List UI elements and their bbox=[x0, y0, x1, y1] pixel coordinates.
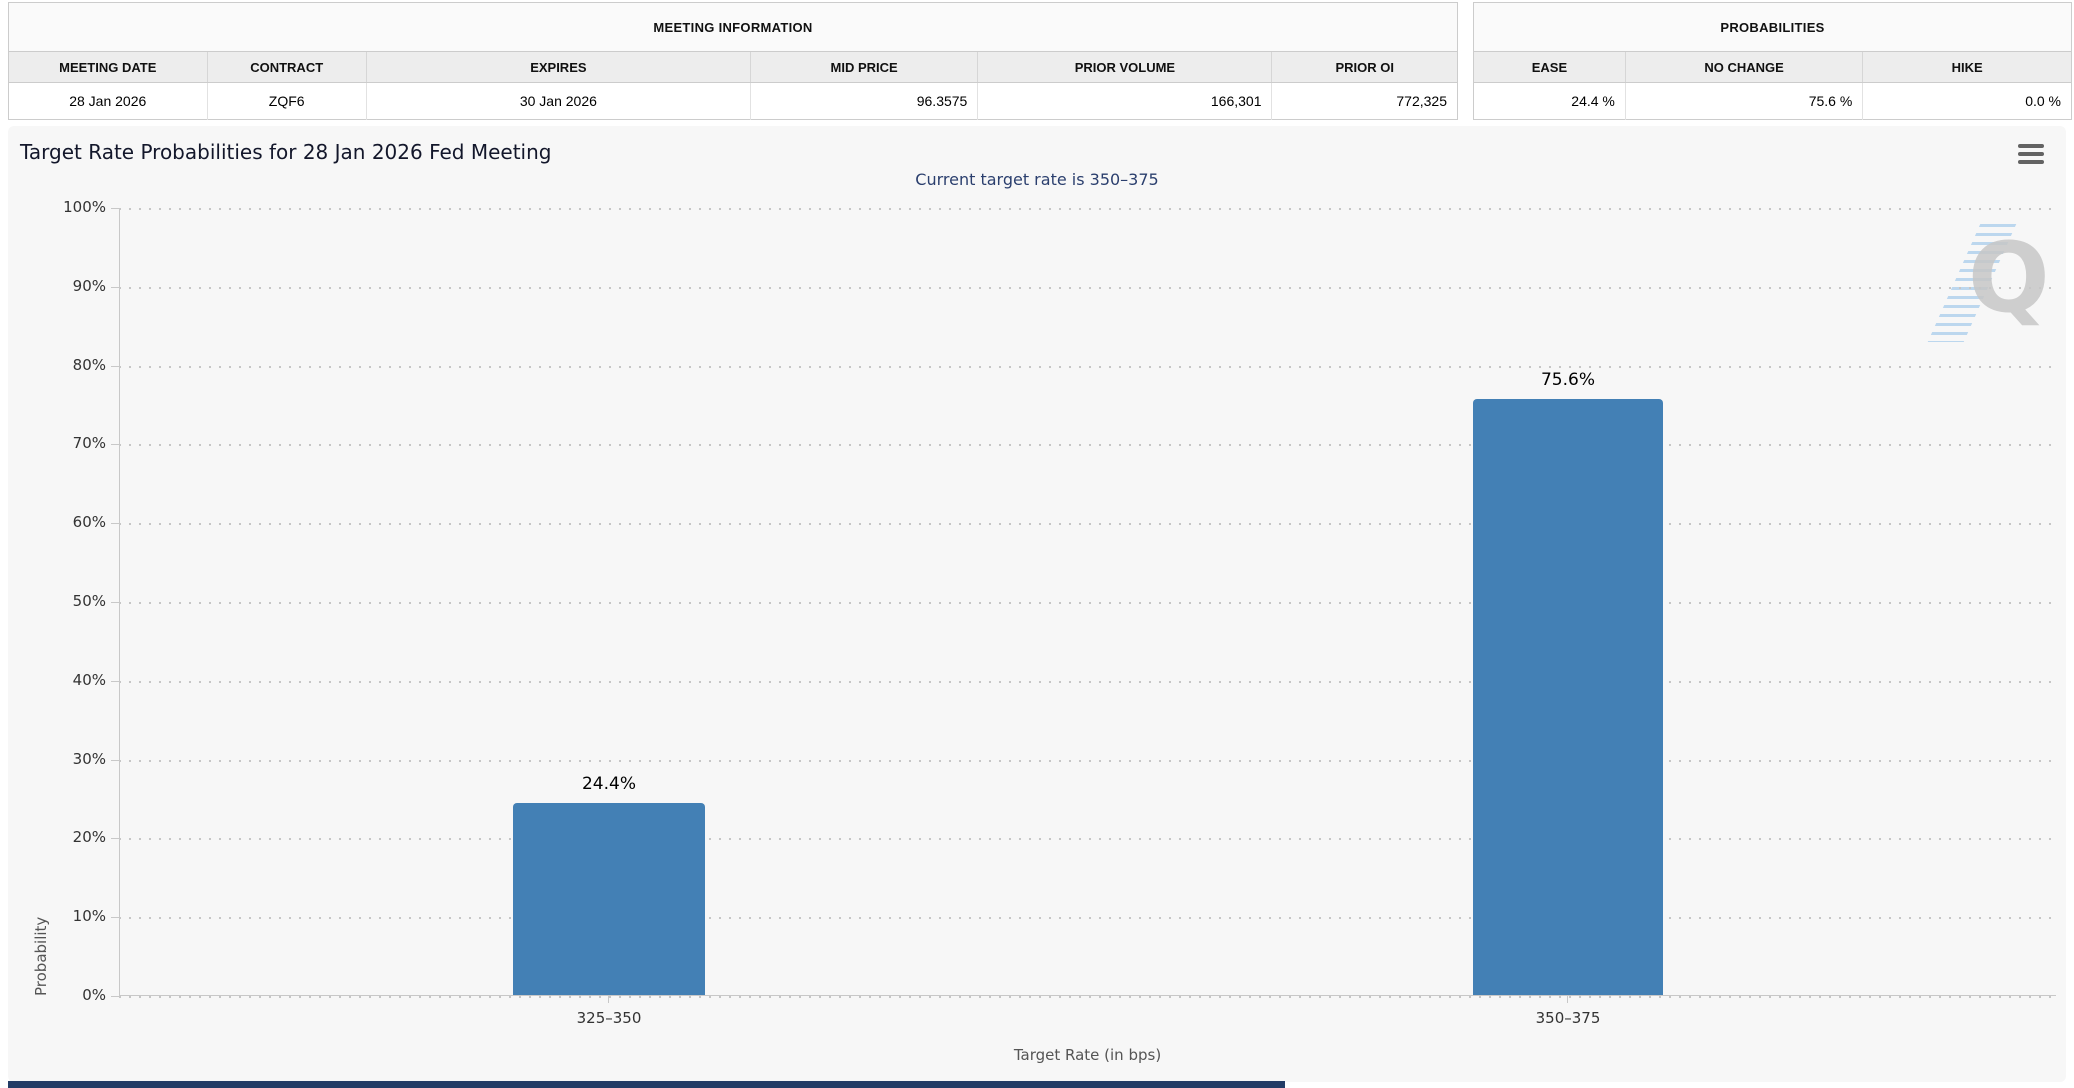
chart-subtitle: Current target rate is 350–375 bbox=[915, 170, 1159, 189]
y-tick bbox=[111, 365, 119, 367]
y-axis-label: 40% bbox=[72, 670, 106, 689]
meeting-information-table: MEETING INFORMATION MEETING DATE CONTRAC… bbox=[8, 2, 1458, 120]
y-tick bbox=[111, 996, 119, 997]
probabilities-value-row: 24.4 % 75.6 % 0.0 % bbox=[1473, 82, 2072, 120]
probabilities-title: PROBABILITIES bbox=[1473, 2, 2072, 52]
bar-value-label: 75.6% bbox=[1540, 370, 1595, 391]
meeting-information-value-row: 28 Jan 2026 ZQF6 30 Jan 2026 96.3575 166… bbox=[8, 82, 1458, 120]
y-axis-label: 60% bbox=[72, 513, 106, 532]
y-tick bbox=[111, 208, 119, 209]
y-axis-line bbox=[119, 208, 120, 997]
y-tick bbox=[111, 917, 119, 919]
probabilities-header-row: EASE NO CHANGE HIKE bbox=[1473, 51, 2072, 83]
col-header-ease: EASE bbox=[1473, 51, 1626, 83]
x-category-label: 325–350 bbox=[576, 1009, 642, 1027]
bar-350-375[interactable] bbox=[1473, 399, 1663, 995]
gridline-100 bbox=[119, 208, 2056, 210]
bar-325-350[interactable] bbox=[513, 802, 705, 995]
col-header-no-change: NO CHANGE bbox=[1624, 51, 1863, 83]
prior-oi-value: 772,325 bbox=[1271, 82, 1458, 120]
y-tick bbox=[111, 602, 119, 603]
hamburger-menu-icon[interactable] bbox=[2018, 144, 2044, 164]
gridline-70 bbox=[119, 444, 2056, 447]
y-tick bbox=[111, 523, 119, 525]
menu-bar bbox=[2018, 144, 2044, 148]
gridline-0 bbox=[119, 996, 2056, 998]
y-tick bbox=[111, 444, 119, 446]
y-axis-label: 80% bbox=[72, 355, 106, 374]
expires-value: 30 Jan 2026 bbox=[365, 82, 751, 120]
gridline-80 bbox=[119, 365, 2056, 368]
ease-value: 24.4 % bbox=[1473, 82, 1626, 120]
gridline-40 bbox=[119, 680, 2056, 683]
target-rate-chart-panel: Target Rate Probabilities for 28 Jan 202… bbox=[8, 126, 2066, 1082]
col-header-mid-price: MID PRICE bbox=[749, 51, 978, 83]
menu-bar bbox=[2018, 160, 2044, 164]
gridline-10 bbox=[119, 917, 2056, 920]
no-change-value: 75.6 % bbox=[1624, 82, 1863, 120]
y-axis-label: 50% bbox=[72, 592, 106, 610]
y-axis-label: 100% bbox=[63, 198, 106, 216]
plot-area: 100% 90% 80% 70% 60% 50% 40% 30% 20% 10%… bbox=[63, 198, 2056, 1027]
col-header-meeting-date: MEETING DATE bbox=[8, 51, 207, 83]
y-axis-label: 10% bbox=[72, 907, 106, 926]
x-category-label: 350–375 bbox=[1535, 1009, 1601, 1027]
col-header-hike: HIKE bbox=[1862, 51, 2072, 83]
gridline-20 bbox=[119, 838, 2056, 841]
chart-title: Target Rate Probabilities for 28 Jan 202… bbox=[20, 140, 552, 164]
mid-price-value: 96.3575 bbox=[749, 82, 978, 120]
gridline-60 bbox=[119, 523, 2056, 526]
prior-volume-value: 166,301 bbox=[977, 82, 1272, 120]
gridline-30 bbox=[119, 759, 2056, 762]
y-axis-label: 30% bbox=[72, 749, 106, 768]
meeting-information-header-row: MEETING DATE CONTRACT EXPIRES MID PRICE … bbox=[8, 51, 1458, 83]
contract-value: ZQF6 bbox=[206, 82, 367, 120]
hike-value: 0.0 % bbox=[1862, 82, 2072, 120]
y-tick bbox=[111, 838, 119, 840]
x-axis-title: Target Rate (in bps) bbox=[1013, 1046, 1162, 1064]
col-header-expires: EXPIRES bbox=[365, 51, 751, 83]
col-header-prior-oi: PRIOR OI bbox=[1271, 51, 1458, 83]
bar-value-label: 24.4% bbox=[581, 773, 636, 794]
y-axis-label: 0% bbox=[82, 986, 106, 1004]
meeting-date-value: 28 Jan 2026 bbox=[8, 82, 207, 120]
y-tick bbox=[111, 286, 119, 288]
next-panel-header-strip bbox=[8, 1081, 1285, 1088]
col-header-contract: CONTRACT bbox=[206, 51, 367, 83]
y-tick bbox=[111, 680, 119, 682]
x-tick bbox=[608, 996, 609, 1003]
watermark-q-logo: Q bbox=[1968, 222, 2050, 334]
y-axis-label: 90% bbox=[72, 276, 106, 295]
y-axis-label: 20% bbox=[72, 828, 106, 847]
menu-bar bbox=[2018, 152, 2044, 156]
gridline-50 bbox=[119, 602, 2056, 604]
y-axis-label: 70% bbox=[72, 434, 106, 453]
y-tick bbox=[111, 759, 119, 761]
probabilities-table: PROBABILITIES EASE NO CHANGE HIKE 24.4 %… bbox=[1473, 2, 2072, 120]
x-tick bbox=[1567, 996, 1568, 1003]
col-header-prior-volume: PRIOR VOLUME bbox=[977, 51, 1272, 83]
gridline-90 bbox=[119, 286, 2056, 289]
meeting-information-title: MEETING INFORMATION bbox=[8, 2, 1458, 52]
y-axis-title: Probability bbox=[32, 916, 50, 996]
x-axis-line bbox=[119, 995, 2056, 996]
